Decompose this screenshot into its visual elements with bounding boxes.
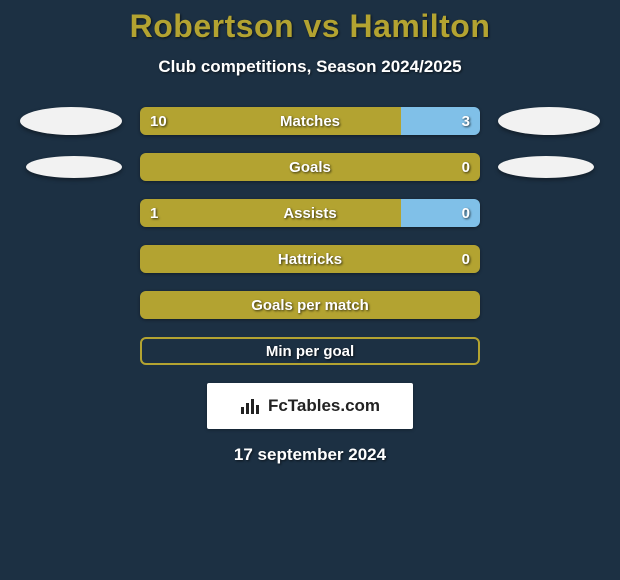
stat-bar: 103Matches: [140, 107, 480, 135]
right-side: [480, 337, 600, 365]
stat-label: Goals: [140, 153, 480, 181]
left-side: [20, 245, 140, 273]
page-title: Robertson vs Hamilton: [0, 8, 620, 45]
stat-row: Goals per match: [0, 291, 620, 319]
fctables-label: FcTables.com: [268, 396, 380, 416]
right-side: [480, 199, 600, 227]
right-side: [480, 245, 600, 273]
stat-bar: 10Assists: [140, 199, 480, 227]
stat-row: 103Matches: [0, 107, 620, 135]
stat-label: Hattricks: [140, 245, 480, 273]
stat-label: Assists: [140, 199, 480, 227]
stat-row: 10Assists: [0, 199, 620, 227]
stat-bar: Min per goal: [140, 337, 480, 365]
fctables-badge: FcTables.com: [207, 383, 413, 429]
date-label: 17 september 2024: [0, 445, 620, 465]
stat-row: 0Goals: [0, 153, 620, 181]
stat-bar: 0Hattricks: [140, 245, 480, 273]
stat-label: Goals per match: [140, 291, 480, 319]
left-side: [20, 291, 140, 319]
stat-rows: 103Matches 0Goals 10Assists 0Hattricks Goals…: [0, 107, 620, 365]
bars-icon: [240, 397, 262, 415]
left-shape-icon: [26, 156, 122, 178]
subtitle: Club competitions, Season 2024/2025: [0, 57, 620, 77]
left-side: [20, 107, 140, 135]
right-side: [480, 107, 600, 135]
stat-row: 0Hattricks: [0, 245, 620, 273]
left-side: [20, 153, 140, 181]
right-side: [480, 291, 600, 319]
stat-bar: Goals per match: [140, 291, 480, 319]
right-shape-icon: [498, 107, 600, 135]
stat-label: Matches: [140, 107, 480, 135]
right-side: [480, 153, 600, 181]
footer: FcTables.com 17 september 2024: [0, 383, 620, 465]
left-shape-icon: [20, 107, 122, 135]
stat-row: Min per goal: [0, 337, 620, 365]
comparison-infographic: Robertson vs Hamilton Club competitions,…: [0, 0, 620, 465]
left-side: [20, 199, 140, 227]
stat-label: Min per goal: [142, 339, 478, 363]
left-side: [20, 337, 140, 365]
right-shape-icon: [498, 156, 594, 178]
stat-bar: 0Goals: [140, 153, 480, 181]
